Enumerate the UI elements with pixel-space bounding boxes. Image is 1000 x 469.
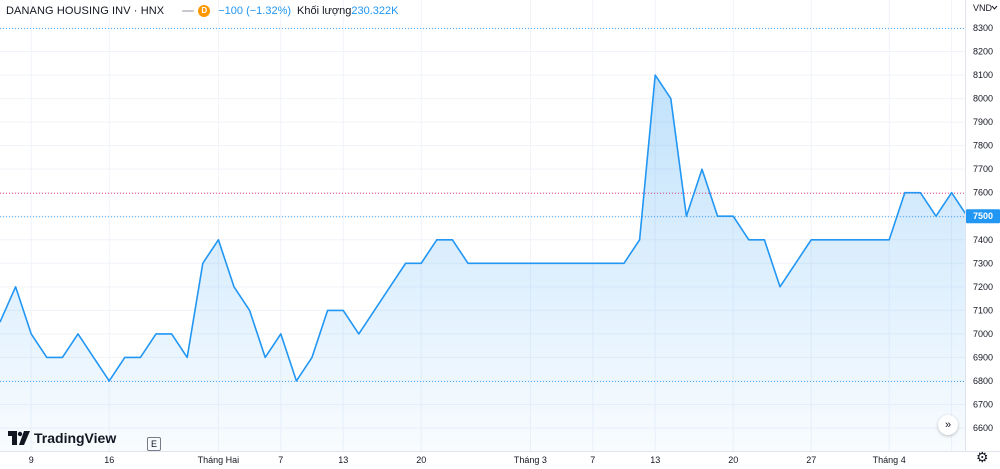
- x-tick-label: 16: [104, 455, 114, 465]
- y-tick-label: 6800: [973, 376, 993, 386]
- volume-label: Khối lượng: [297, 5, 352, 17]
- x-tick-label: 9: [29, 455, 34, 465]
- y-tick-label: 7400: [973, 235, 993, 245]
- price-axis-unit: VND: [973, 3, 993, 13]
- collapse-icon[interactable]: [182, 10, 195, 12]
- gear-icon[interactable]: ⚙: [976, 449, 989, 465]
- chevron-down-icon[interactable]: [991, 5, 998, 10]
- chart-header: DANANG HOUSING INV · HNX D −100 (−1.32%)…: [6, 3, 398, 19]
- x-tick-label: Tháng 4: [873, 455, 906, 465]
- x-tick-label: 7: [590, 455, 595, 465]
- interval-badge[interactable]: D: [198, 5, 211, 17]
- x-tick-label: 20: [728, 455, 738, 465]
- y-tick-label: 7200: [973, 282, 993, 292]
- price-change: −100 (−1.32%): [218, 5, 292, 17]
- y-tick-label: 6700: [973, 399, 993, 409]
- volume-value: 230.322K: [351, 5, 399, 17]
- y-tick-label: 6600: [973, 423, 993, 433]
- y-tick-label: 7700: [973, 164, 993, 174]
- y-tick-label: 6900: [973, 352, 993, 362]
- y-tick-label: 8200: [973, 47, 993, 57]
- x-tick-label: 20: [416, 455, 426, 465]
- last-price-badge: [966, 209, 1000, 224]
- x-tick-label: 13: [338, 455, 348, 465]
- double-chevron-right-icon[interactable]: »: [938, 415, 958, 435]
- area-fill: [0, 75, 968, 451]
- last-price-label: 7500: [973, 211, 993, 221]
- y-tick-label: 7800: [973, 141, 993, 151]
- y-tick-label: 7600: [973, 188, 993, 198]
- symbol-title[interactable]: DANANG HOUSING INV · HNX: [6, 5, 165, 17]
- price-axis-panel[interactable]: [965, 0, 1000, 469]
- x-tick-label: 13: [650, 455, 660, 465]
- tradingview-logo[interactable]: TradingView: [8, 430, 116, 446]
- y-tick-label: 7900: [973, 117, 993, 127]
- x-tick-label: Tháng 3: [514, 455, 547, 465]
- x-tick-label: 7: [278, 455, 283, 465]
- y-tick-label: 8100: [973, 70, 993, 80]
- events-button[interactable]: E: [147, 437, 161, 451]
- y-tick-label: 8000: [973, 94, 993, 104]
- y-tick-label: 8300: [973, 23, 993, 33]
- logo-text: TradingView: [34, 430, 117, 446]
- x-tick-label: 27: [806, 455, 816, 465]
- price-series-line[interactable]: [0, 74, 968, 382]
- y-tick-label: 7100: [973, 305, 993, 315]
- y-tick-label: 7300: [973, 258, 993, 268]
- tradingview-logo-icon: [8, 431, 30, 445]
- x-tick-label: Tháng Hai: [198, 455, 240, 465]
- y-tick-label: 7000: [973, 329, 993, 339]
